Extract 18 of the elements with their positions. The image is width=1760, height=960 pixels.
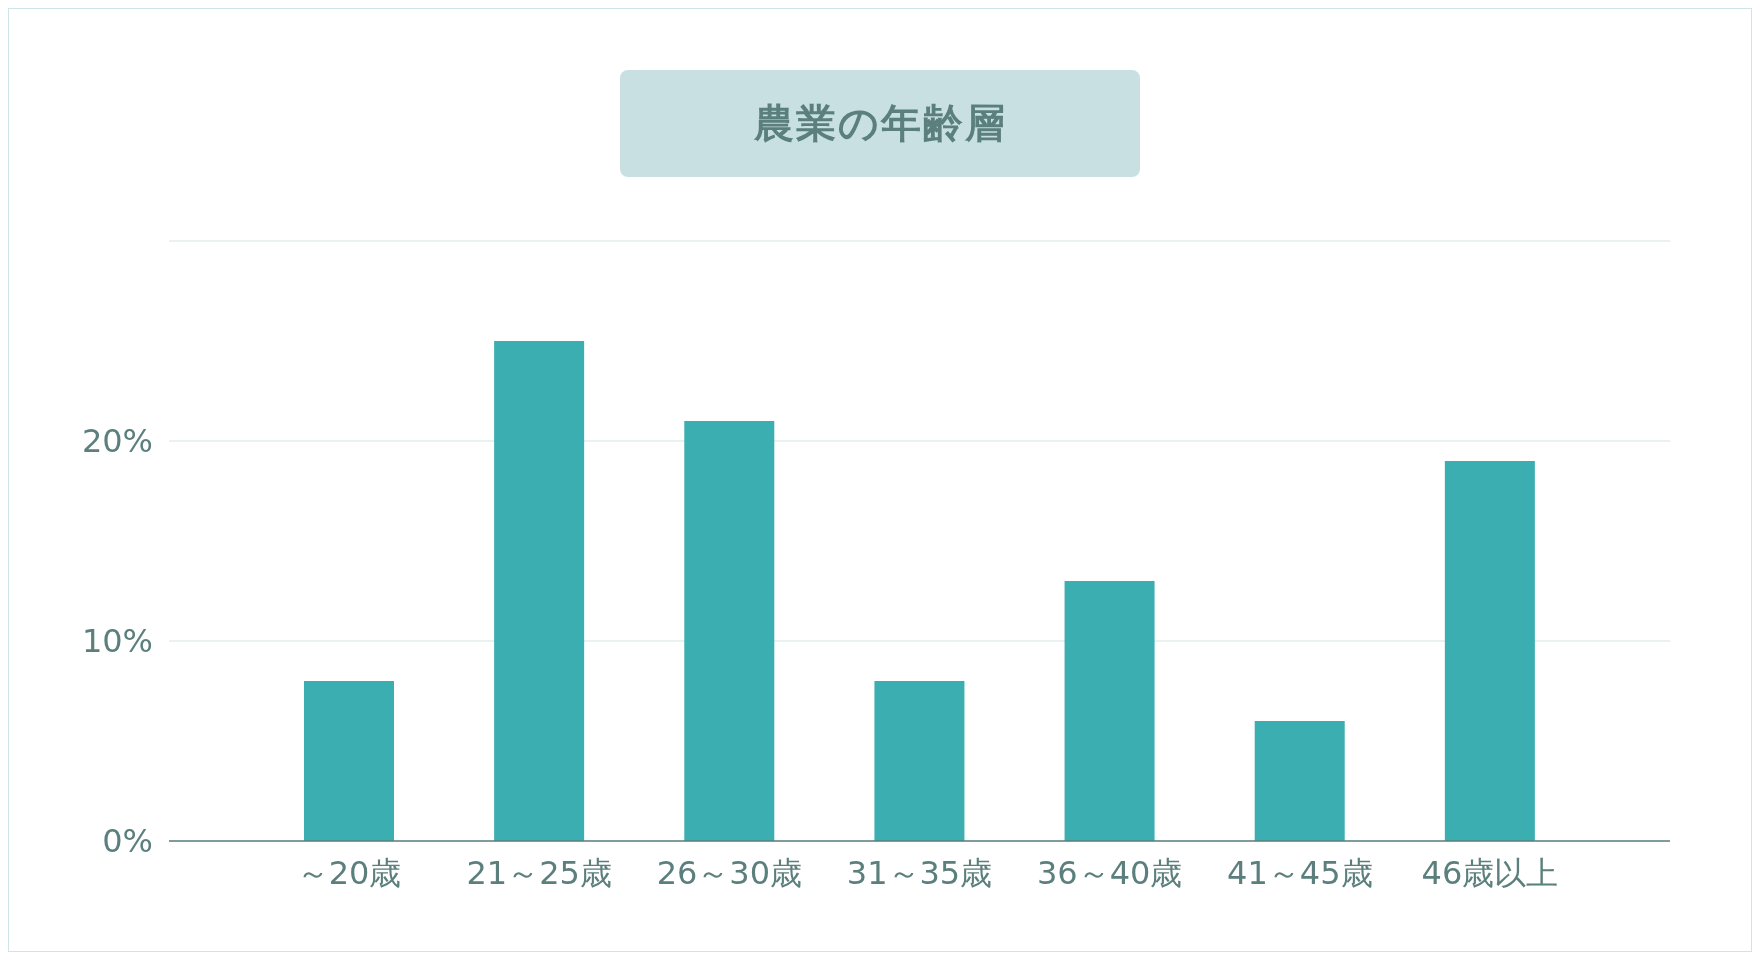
bar xyxy=(1444,461,1535,841)
bar xyxy=(1254,721,1345,841)
x-tick-label: 46歳以上 xyxy=(1421,853,1559,892)
x-tick-label: 31～35歳 xyxy=(846,853,993,892)
y-tick-label: 20% xyxy=(81,422,153,461)
x-tick-label: ～20歳 xyxy=(296,853,402,892)
x-tick-label: 26～30歳 xyxy=(656,853,803,892)
y-tick-label: 0% xyxy=(102,822,153,861)
y-tick-label: 10% xyxy=(81,622,153,661)
x-tick-label: 21～25歳 xyxy=(466,853,612,892)
bar xyxy=(874,681,965,841)
chart-title: 農業の年齢層 xyxy=(620,70,1140,177)
x-tick-label: 36～40歳 xyxy=(1036,853,1183,892)
bar xyxy=(304,681,394,841)
bar xyxy=(1064,581,1155,841)
x-tick-label: 41～45歳 xyxy=(1227,853,1373,892)
bar xyxy=(494,341,585,841)
bar xyxy=(684,421,775,841)
